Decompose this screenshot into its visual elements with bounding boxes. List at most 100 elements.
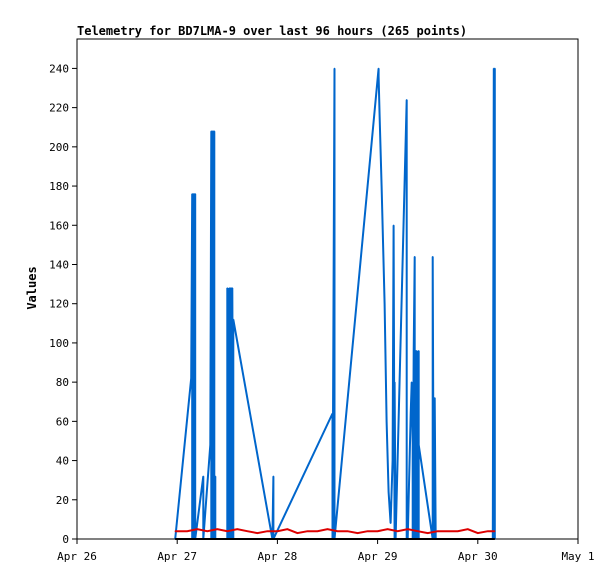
series-line-0	[174, 68, 496, 540]
x-tick-label: Apr 26	[57, 550, 97, 563]
data-point	[434, 397, 436, 399]
data-point	[487, 530, 489, 532]
data-point	[230, 287, 232, 289]
data-point	[191, 193, 193, 195]
data-point	[407, 528, 409, 530]
data-point	[494, 538, 496, 540]
y-tick-label: 180	[49, 180, 69, 193]
y-tick-label: 240	[49, 62, 69, 75]
data-point	[356, 532, 359, 534]
data-point	[418, 350, 420, 352]
y-tick-label: 120	[49, 298, 69, 311]
data-point	[432, 256, 434, 258]
data-point	[190, 377, 192, 379]
x-tick-label: May 1	[561, 550, 594, 563]
data-point	[397, 530, 399, 532]
data-point	[379, 114, 381, 117]
data-point	[296, 532, 299, 534]
data-point	[427, 532, 429, 534]
data-point	[232, 318, 234, 320]
y-tick-label: 60	[56, 415, 69, 428]
data-point	[316, 530, 319, 532]
data-point	[211, 130, 213, 132]
data-point	[286, 528, 289, 530]
data-point	[236, 528, 238, 530]
data-point	[336, 530, 339, 532]
data-point	[494, 530, 496, 532]
y-tick-label: 140	[49, 258, 69, 271]
data-point	[333, 67, 336, 70]
y-tick-label: 100	[49, 337, 69, 350]
y-tick-label: 220	[49, 102, 69, 115]
data-point	[493, 67, 495, 70]
data-point	[406, 99, 408, 101]
y-tick-label: 160	[49, 219, 69, 232]
data-point	[186, 530, 188, 532]
data-point	[216, 528, 218, 530]
data-point	[416, 350, 418, 352]
data-point	[417, 530, 419, 532]
data-point	[394, 381, 396, 383]
data-point	[202, 475, 204, 477]
y-tick-label: 40	[56, 455, 69, 468]
data-point	[417, 444, 419, 446]
data-point	[231, 287, 233, 289]
data-point	[226, 287, 228, 289]
data-point	[196, 528, 198, 530]
data-point	[415, 350, 417, 352]
data-point	[226, 530, 228, 532]
data-point	[414, 256, 416, 258]
y-axis-ticks: 0 20 40 60 80 100 120 140 160 180 200 220 240	[49, 62, 77, 546]
data-point	[377, 530, 379, 532]
data-point	[212, 130, 214, 132]
data-point	[418, 444, 420, 446]
data-point	[210, 130, 212, 132]
data-point	[246, 530, 248, 532]
x-tick-label: Apr 29	[358, 550, 398, 563]
series-layer	[174, 67, 496, 540]
data-point	[388, 491, 390, 493]
y-tick-label: 80	[56, 376, 69, 389]
data-point	[433, 397, 435, 399]
data-point	[229, 287, 231, 289]
data-point	[306, 530, 309, 532]
data-point	[411, 381, 413, 383]
data-point	[477, 532, 479, 534]
x-tick-label: Apr 28	[258, 550, 298, 563]
data-point	[386, 420, 388, 422]
data-point	[193, 193, 195, 195]
data-point	[410, 412, 412, 415]
y-axis-label: Values	[25, 266, 39, 309]
data-point	[194, 193, 196, 195]
data-point	[227, 412, 229, 415]
x-tick-label: Apr 30	[458, 550, 498, 563]
x-axis-ticks: Apr 26 Apr 27 Apr 28 Apr 29 Apr 30 May 1	[57, 539, 595, 563]
data-point	[326, 528, 329, 530]
chart-title: Telemetry for BD7LMA-9 over last 96 hour…	[77, 24, 467, 38]
data-point	[467, 528, 469, 530]
data-point	[384, 303, 386, 305]
plot-area-border	[76, 38, 579, 540]
data-point	[378, 75, 380, 77]
x-tick-label: Apr 27	[157, 550, 197, 563]
data-point	[366, 530, 369, 532]
y-tick-label: 200	[49, 141, 69, 154]
data-point	[213, 130, 215, 132]
data-point	[206, 530, 208, 532]
data-point	[174, 530, 176, 532]
data-point	[412, 444, 414, 446]
data-point	[214, 475, 216, 477]
data-point	[276, 530, 278, 532]
data-point	[387, 528, 389, 530]
data-point	[390, 522, 392, 524]
data-point	[457, 530, 459, 532]
y-tick-label: 20	[56, 494, 69, 507]
data-point	[174, 538, 176, 540]
data-point	[192, 193, 194, 195]
data-point	[392, 459, 394, 462]
y-tick-label: 0	[62, 533, 69, 546]
data-point	[378, 67, 380, 70]
data-point	[494, 67, 496, 70]
data-point	[413, 350, 415, 352]
